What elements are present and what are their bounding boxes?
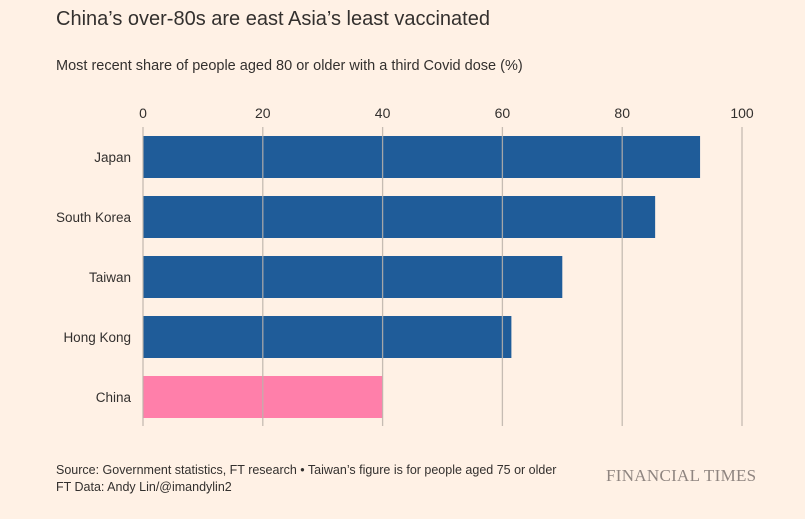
tick-label: 60 <box>495 105 511 121</box>
bar-taiwan <box>143 256 563 298</box>
tick-label: 40 <box>375 105 391 121</box>
chart-subtitle: Most recent share of people aged 80 or o… <box>56 58 523 74</box>
tick-label: 0 <box>139 105 147 121</box>
chart-title: China’s over-80s are east Asia’s least v… <box>56 8 490 30</box>
category-label: Hong Kong <box>63 330 131 345</box>
bar-japan <box>143 136 701 178</box>
category-label: South Korea <box>56 210 132 225</box>
bar-hong-kong <box>143 316 512 358</box>
category-label: Japan <box>94 150 131 165</box>
source-note: Source: Government statistics, FT resear… <box>56 462 556 496</box>
source-line: Source: Government statistics, FT resear… <box>56 463 557 477</box>
credit-line: FT Data: Andy Lin/@imandylin2 <box>56 480 232 494</box>
tick-label: 20 <box>255 105 271 121</box>
tick-label: 100 <box>730 105 754 121</box>
tick-label: 80 <box>614 105 630 121</box>
category-label: China <box>96 390 132 405</box>
ft-logo: FINANCIAL TIMES <box>606 466 757 485</box>
category-label: Taiwan <box>89 270 131 285</box>
bar-south-korea <box>143 196 656 238</box>
